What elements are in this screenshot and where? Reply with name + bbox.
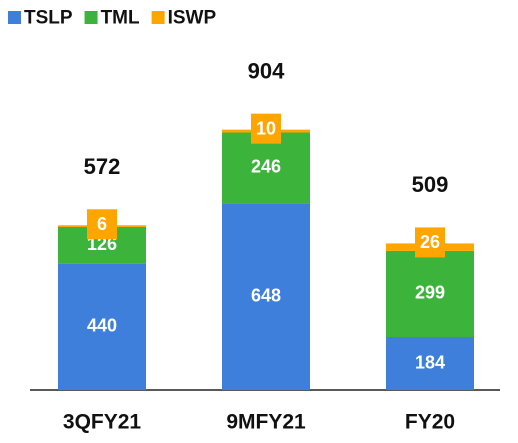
value-label: 10 xyxy=(256,118,276,138)
value-label: 246 xyxy=(251,157,281,177)
value-label: 299 xyxy=(415,283,445,303)
bar-segment xyxy=(386,337,474,390)
label-box xyxy=(415,227,445,258)
total-label: 904 xyxy=(248,58,285,83)
label-box xyxy=(243,154,289,181)
value-label: 440 xyxy=(87,315,117,335)
label-box xyxy=(251,113,281,144)
legend-swatch xyxy=(84,11,98,24)
value-label: 648 xyxy=(251,285,281,305)
x-tick-label: 3QFY21 xyxy=(63,411,142,434)
value-label: 6 xyxy=(97,214,107,234)
x-tick-label: FY20 xyxy=(405,411,455,434)
value-label: 26 xyxy=(420,232,440,252)
label-box xyxy=(407,280,453,307)
bar-segment xyxy=(58,263,146,390)
label-box xyxy=(87,209,117,240)
total-label: 509 xyxy=(412,172,449,197)
x-tick-label: 9MFY21 xyxy=(226,411,306,434)
legend-label: ISWP xyxy=(168,8,217,29)
legend-swatch xyxy=(8,11,21,24)
total-label: 572 xyxy=(84,154,121,179)
legend-label: TML xyxy=(101,8,140,29)
legend-label: TSLP xyxy=(24,8,73,29)
legend-swatch xyxy=(151,11,165,24)
bar-segment xyxy=(222,203,310,390)
value-label: 184 xyxy=(415,352,445,372)
